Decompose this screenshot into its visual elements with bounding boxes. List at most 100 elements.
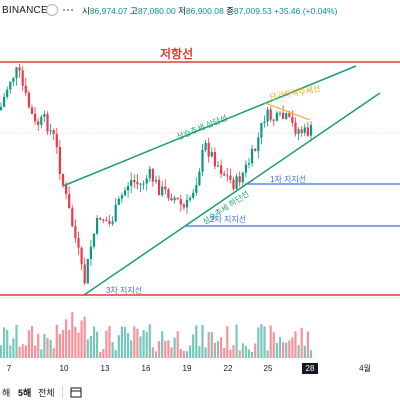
candle-body [173, 197, 176, 201]
upper-trend-line[interactable] [62, 65, 357, 187]
candle-body [9, 81, 12, 90]
candle-body [99, 217, 102, 220]
volume-bar [21, 344, 24, 358]
candle-body [294, 122, 297, 134]
volume-bar [161, 331, 164, 358]
volume-bar [167, 340, 170, 358]
candle-body [46, 113, 49, 132]
volume-bar [247, 349, 251, 358]
candle-body [43, 113, 46, 117]
volume-bar [148, 324, 151, 358]
support2-label: 2차 지지선 [210, 215, 246, 224]
x-tick: 7 [7, 364, 12, 373]
volume-bar [37, 333, 40, 358]
volume-bar [154, 351, 158, 358]
candle-body [185, 199, 189, 208]
volume-bar [220, 337, 223, 358]
candle-body [27, 92, 30, 108]
candle-body [74, 226, 77, 239]
volume-bar [114, 350, 117, 358]
visibility-toggle-icon[interactable] [46, 4, 58, 16]
x-tick: 16 [142, 364, 151, 373]
volume-bar [74, 326, 77, 358]
candle-body [272, 119, 275, 121]
lower-trend-line[interactable] [83, 92, 381, 296]
volume-bar [151, 347, 154, 358]
candle-body [241, 172, 244, 183]
candle-body [15, 67, 18, 79]
volume-bar [89, 335, 92, 358]
volume-bar [46, 338, 49, 358]
candle-body [117, 198, 120, 205]
candle-body [77, 238, 80, 248]
volume-bar [272, 332, 275, 358]
volume-bar [235, 324, 238, 358]
volume-bar [189, 345, 192, 358]
volume-bar [30, 326, 34, 358]
open-value: 86,974.07 [89, 6, 128, 16]
volume-bar [77, 332, 80, 358]
volume-bar [80, 320, 83, 358]
volume-bar [136, 328, 139, 358]
range-button-5[interactable]: 5해 [18, 388, 32, 398]
candle-body [68, 193, 71, 209]
volume-bar [96, 331, 99, 358]
x-tick: 22 [224, 364, 233, 373]
volume-bar [185, 351, 189, 358]
candle-body [291, 116, 294, 123]
volume-bar [210, 332, 213, 358]
candle-body [89, 246, 92, 259]
resistance-label: 저항선 [160, 46, 193, 61]
volume-bar [111, 341, 114, 358]
volume-bar [238, 350, 241, 358]
more-options-icon[interactable] [62, 4, 74, 16]
candle-body [232, 179, 235, 189]
candle-body [105, 220, 108, 222]
volume-bar [142, 330, 145, 358]
x-tick: 13 [101, 364, 110, 373]
short-term-trend-line[interactable] [264, 102, 311, 121]
volume-bar [195, 325, 198, 358]
volume-bar [288, 340, 291, 358]
range-button-1[interactable]: 해 [2, 388, 11, 398]
volume-bar [291, 337, 294, 358]
volume-bar [275, 342, 278, 358]
candle-body [282, 112, 285, 119]
volume-bar [244, 345, 247, 358]
candle-body [167, 189, 170, 199]
candle-body [3, 96, 6, 107]
candle-body [30, 107, 34, 114]
candle-body [247, 163, 251, 165]
candle-body [263, 121, 266, 123]
candle-body [220, 165, 223, 174]
open-label: 시 [82, 6, 90, 16]
candle-body [114, 204, 117, 222]
candle-body [24, 85, 27, 93]
candle-body [21, 70, 24, 86]
candle-body [139, 183, 142, 185]
candle-body [210, 152, 213, 157]
candle-body [213, 152, 216, 167]
volume-bar [266, 350, 269, 358]
date-range-icon[interactable] [70, 386, 82, 400]
candle-body [161, 186, 164, 196]
volume-bar [108, 325, 111, 358]
price-chart[interactable]: 저항선 3차 지지선 상승추세 상단선 상승추세 하단선 단기하락추세선 1차 … [0, 22, 400, 384]
range-button-all[interactable]: 전체 [38, 388, 55, 398]
candle-body [40, 116, 43, 125]
volume-bar [24, 345, 27, 358]
candle-body [92, 233, 96, 247]
volume-series [0, 312, 313, 358]
volume-bar [40, 349, 43, 358]
volume-bar [201, 324, 204, 358]
exchange-name: BINANCE [2, 5, 48, 16]
volume-bar [27, 330, 30, 358]
volume-bar [207, 332, 210, 358]
calendar-icon [70, 387, 82, 398]
candle-body [0, 106, 3, 110]
candlestick-series [0, 63, 313, 286]
ohlc-readout: 시86,974.07 고87,080.00 저86,900.08 종87,009… [82, 5, 337, 17]
candle-body [148, 168, 151, 179]
volume-bar [68, 329, 71, 358]
candle-body [133, 180, 136, 183]
